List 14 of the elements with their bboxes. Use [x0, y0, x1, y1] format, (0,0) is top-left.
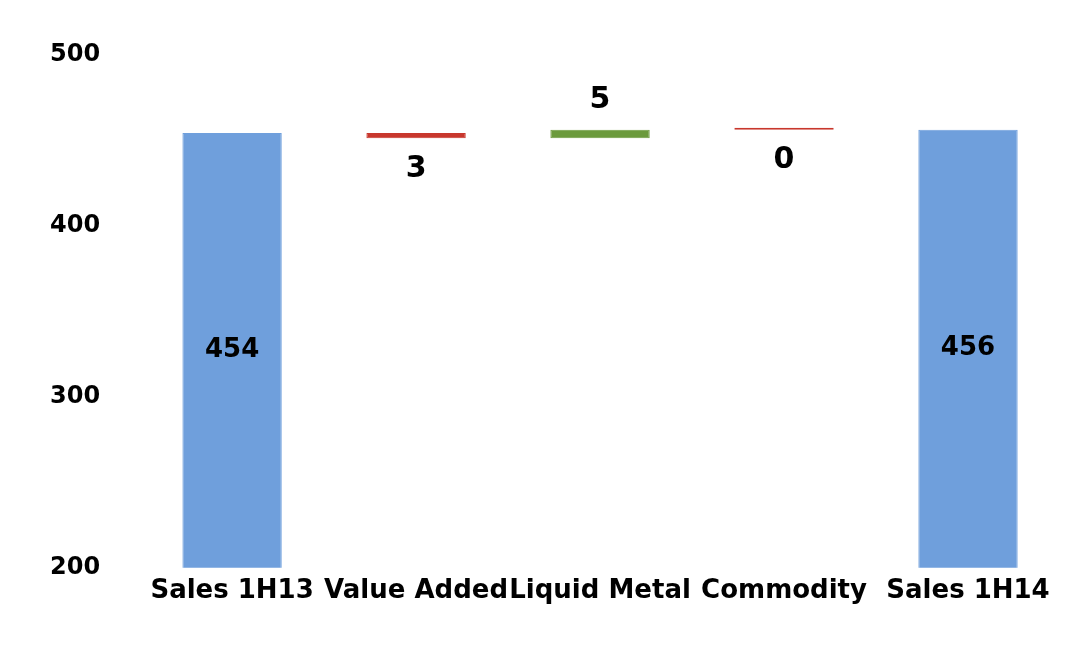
data-label: 456: [940, 331, 996, 362]
y-tick-label: 200: [49, 552, 101, 581]
x-tick-label: Liquid Metal: [509, 574, 691, 605]
x-tick-label: Value Added: [324, 574, 509, 605]
data-label: 5: [589, 80, 611, 116]
y-tick-label: 400: [49, 209, 101, 238]
data-label: 0: [773, 140, 795, 176]
y-tick-label: 500: [49, 38, 101, 67]
y-tick-label: 300: [49, 380, 101, 409]
x-tick-label: Commodity: [701, 574, 868, 605]
data-label: 454: [204, 333, 260, 364]
x-tick-label: Sales 1H13: [150, 574, 314, 605]
data-label: 3: [405, 149, 427, 185]
x-tick-label: Sales 1H14: [886, 574, 1050, 605]
